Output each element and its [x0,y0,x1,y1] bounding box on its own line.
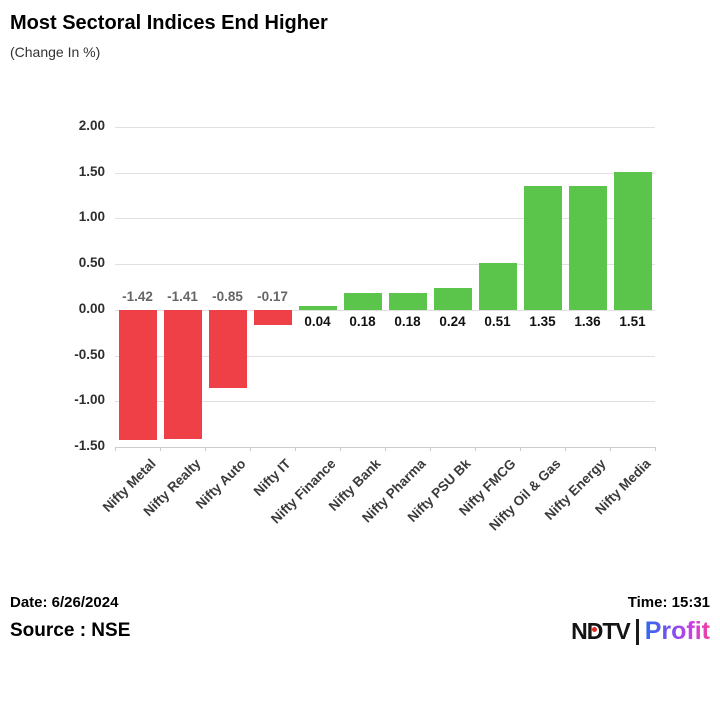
x-axis-tick [115,447,116,451]
bar-value-label: 1.35 [529,313,556,329]
bar-value-label: 0.18 [394,313,421,329]
ndtv-logo-text: NDTV [571,618,631,644]
bar-value-label: 0.51 [484,313,511,329]
x-axis-tick [385,447,386,451]
gridline [115,264,655,266]
gridline [115,127,655,128]
y-axis-tick-label: 0.00 [78,300,105,316]
logo-separator [635,618,639,645]
y-axis-tick-label: 1.50 [78,163,105,179]
bar [388,293,427,310]
footer-date: Date: 6/26/2024 [10,594,119,611]
chart-subtitle: (Change In %) [10,44,101,60]
y-axis-tick-label: -1.50 [74,438,105,453]
x-axis-tick [430,447,431,451]
bar [208,309,247,388]
x-axis-tick [520,447,521,451]
ndtv-profit-logo: NDTV Profit [571,617,710,646]
x-axis-tick [655,447,656,451]
bar-value-label: 0.04 [304,313,331,329]
chart-title: Most Sectoral Indices End Higher [10,12,328,34]
bar [298,306,337,310]
bar-value-label: -0.17 [257,288,288,304]
ndtv-red-dot-icon [592,627,598,632]
gridline [115,172,655,174]
bar [118,309,157,440]
bar-value-label: 1.51 [619,313,646,329]
bar-value-label: -1.41 [167,288,198,304]
x-axis-tick [250,447,251,451]
x-axis-tick [160,447,161,451]
x-axis-tick [295,447,296,451]
y-axis-tick-label: 1.00 [78,209,105,225]
gridline [115,218,655,220]
x-axis-tick [205,447,206,451]
y-axis-tick-label: 0.50 [78,255,105,271]
x-axis-tick [565,447,566,451]
x-axis-tick [475,447,476,451]
y-axis-tick-label: -0.50 [74,346,105,362]
category-label: Nifty IT [250,456,294,499]
bar [343,293,382,310]
bar [253,309,292,326]
footer-time: Time: 15:31 [627,594,710,611]
gridline [115,355,655,357]
bar [478,263,517,310]
gridline [115,309,655,311]
bar [613,171,652,310]
x-axis-tick [340,447,341,451]
bar-value-label: 0.24 [439,313,466,329]
y-axis-tick-label: -1.00 [74,392,105,408]
bar-value-label: 1.36 [574,313,601,329]
y-axis-tick-label: 2.00 [78,118,105,133]
x-axis-tick [610,447,611,451]
bar-value-label: -0.85 [212,288,243,304]
bar [163,309,202,439]
bar-value-label: 0.18 [349,313,376,329]
profit-logo-text: Profit [644,617,710,645]
bar [433,287,472,310]
bar-value-label: -1.42 [122,288,153,304]
footer-source: Source : NSE [10,620,131,641]
bar [523,186,562,310]
gridline [115,401,655,403]
bar [568,185,607,310]
